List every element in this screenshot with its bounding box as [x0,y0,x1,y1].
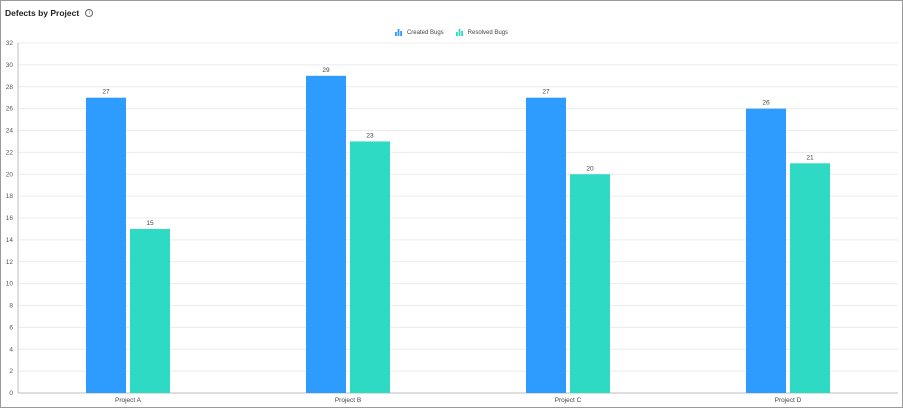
legend-item-created[interactable]: Created Bugs [394,29,444,36]
legend-label-resolved: Resolved Bugs [467,29,509,36]
chart-title: Defects by Project [5,8,80,18]
y-tick-label: 24 [6,128,14,135]
bar [350,141,390,393]
bar [570,174,610,393]
y-tick-label: 30 [6,62,14,69]
data-label: 26 [762,100,770,107]
bar [130,228,170,393]
data-label: 27 [542,89,550,96]
y-tick-label: 12 [6,259,14,266]
y-tick-label: 16 [6,215,14,222]
bar-chart-icon [455,29,463,36]
bar [526,97,566,393]
info-icon[interactable]: i [85,9,94,17]
legend-item-resolved[interactable]: Resolved Bugs [455,29,509,36]
y-tick-label: 18 [6,193,14,200]
bar [86,97,126,393]
y-tick-label: 8 [9,303,13,310]
chart-legend: Created Bugs Resolved Bugs [0,29,903,36]
data-label: 29 [322,67,330,74]
y-tick-label: 32 [6,40,14,47]
y-tick-label: 22 [6,149,14,156]
x-tick-label: Project A [115,397,142,404]
y-tick-label: 0 [9,390,13,397]
y-tick-label: 10 [6,281,14,288]
y-tick-label: 6 [9,324,13,331]
y-tick-label: 2 [9,368,13,375]
data-label: 23 [366,132,374,139]
chart-header: Defects by Project i [5,6,94,20]
y-tick-label: 4 [9,346,13,353]
y-tick-label: 28 [6,84,14,91]
y-tick-label: 14 [6,237,14,244]
bar [746,108,786,393]
bar-chart-icon [394,29,402,36]
data-label: 15 [146,220,154,227]
data-label: 21 [806,154,814,161]
legend-label-created: Created Bugs [406,29,444,36]
data-label: 20 [586,165,594,172]
bar [306,75,346,393]
x-tick-label: Project D [775,397,802,404]
y-tick-label: 26 [6,106,14,113]
x-tick-label: Project C [555,397,582,404]
bar [790,163,830,393]
y-tick-label: 20 [6,171,14,178]
data-label: 27 [102,89,110,96]
x-tick-label: Project B [335,397,361,404]
